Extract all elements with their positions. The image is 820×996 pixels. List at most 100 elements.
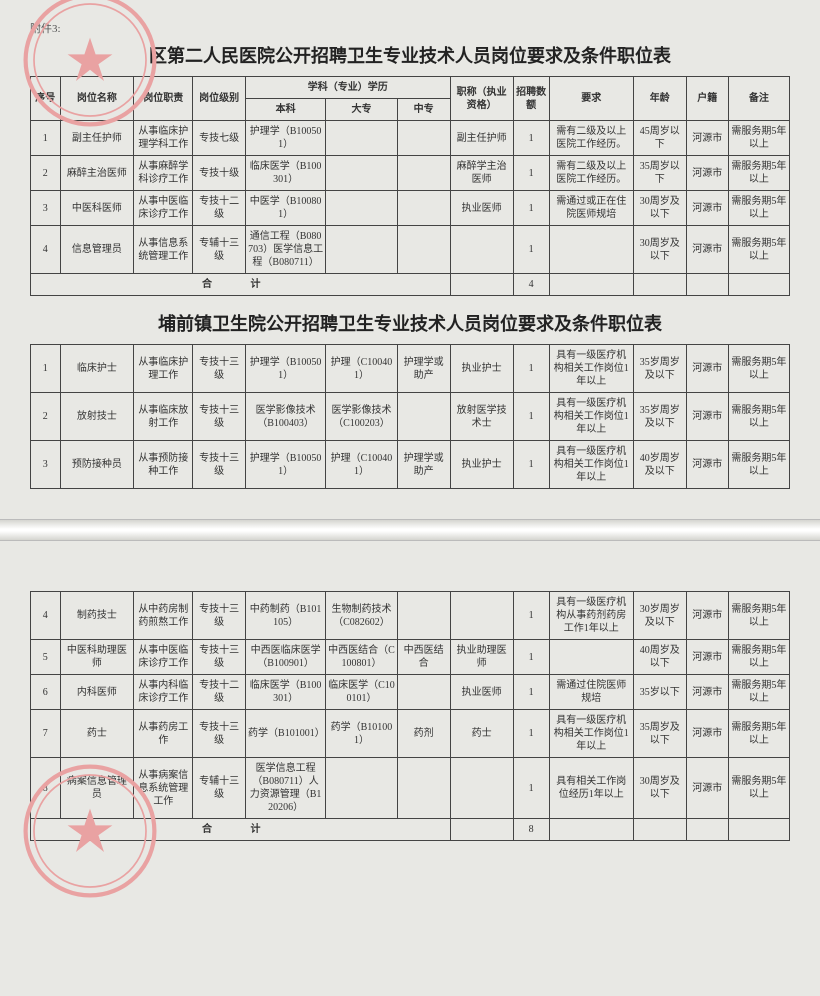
cell-name: 临床护士 — [60, 345, 134, 393]
table-row: 1副主任护师从事临床护理学科工作专技七级护理学（B100501）副主任护师1需有… — [31, 121, 790, 156]
cell-duty: 从事临床护理工作 — [134, 345, 193, 393]
table-3-total: 8 — [513, 819, 549, 841]
cell-age: 45周岁以下 — [633, 121, 686, 156]
cell-note: 需服务期5年以上 — [728, 156, 789, 191]
cell-duty: 从事药房工作 — [134, 710, 193, 758]
cell-name: 麻醉主治医师 — [60, 156, 134, 191]
cell-req: 具有一级医疗机构从事药剂药房工作1年以上 — [549, 592, 633, 640]
th-num: 招聘数额 — [513, 77, 549, 121]
cell-dz — [326, 156, 398, 191]
cell-num: 1 — [513, 226, 549, 274]
cell-qual — [450, 592, 513, 640]
table-row: 6内科医师从事内科临床诊疗工作专技十二级临床医学（B100301）临床医学（C1… — [31, 675, 790, 710]
cell-name: 病案信息管理员 — [60, 758, 134, 819]
table-1-total-row: 合 计 4 — [31, 274, 790, 296]
cell-dz: 药学（B101001） — [326, 710, 398, 758]
th-bk: 本科 — [246, 99, 326, 121]
cell-req — [549, 226, 633, 274]
cell-duty: 从事麻醉学科诊疗工作 — [134, 156, 193, 191]
cell-dz: 护理（C100401） — [326, 345, 398, 393]
cell-note: 需服务期5年以上 — [728, 191, 789, 226]
cell-hk: 河源市 — [686, 156, 728, 191]
cell-seq: 6 — [31, 675, 61, 710]
cell-level: 专技十二级 — [193, 675, 246, 710]
cell-duty: 从事病案信息系统管理工作 — [134, 758, 193, 819]
cell-qual: 执业护士 — [450, 441, 513, 489]
cell-num: 1 — [513, 121, 549, 156]
cell-seq: 5 — [31, 640, 61, 675]
table2-title: 埔前镇卫生院公开招聘卫生专业技术人员岗位要求及条件职位表 — [30, 310, 790, 336]
cell-duty: 从事中医临床诊疗工作 — [134, 191, 193, 226]
th-edu: 学科（专业）学历 — [246, 77, 451, 99]
cell-num: 1 — [513, 345, 549, 393]
cell-qual: 麻醉学主治医师 — [450, 156, 513, 191]
page-break — [0, 519, 820, 541]
cell-name: 信息管理员 — [60, 226, 134, 274]
cell-note: 需服务期5年以上 — [728, 675, 789, 710]
cell-num: 1 — [513, 592, 549, 640]
cell-dz: 中西医结合（C100801） — [326, 640, 398, 675]
cell-seq: 3 — [31, 191, 61, 226]
cell-level: 专辅十三级 — [193, 226, 246, 274]
cell-name: 内科医师 — [60, 675, 134, 710]
cell-req: 具有一级医疗机构相关工作岗位1年以上 — [549, 345, 633, 393]
cell-bk: 通信工程（B080703）医学信息工程（B080711） — [246, 226, 326, 274]
cell-hk: 河源市 — [686, 226, 728, 274]
cell-bk: 医学信息工程（B080711）人力资源管理（B120206） — [246, 758, 326, 819]
cell-zz — [397, 191, 450, 226]
cell-seq: 2 — [31, 156, 61, 191]
cell-req: 具有一级医疗机构相关工作岗位1年以上 — [549, 393, 633, 441]
cell-zz: 中西医结合 — [397, 640, 450, 675]
cell-hk: 河源市 — [686, 640, 728, 675]
cell-bk: 中医学（B100801） — [246, 191, 326, 226]
cell-age: 30周岁及以下 — [633, 191, 686, 226]
cell-qual: 药士 — [450, 710, 513, 758]
cell-duty: 从事内科临床诊疗工作 — [134, 675, 193, 710]
cell-qual: 副主任护师 — [450, 121, 513, 156]
cell-level: 专技十三级 — [193, 393, 246, 441]
table-1: 序号 岗位名称 岗位职责 岗位级别 学科（专业）学历 职称（执业资格） 招聘数额… — [30, 76, 790, 296]
cell-level: 专技十二级 — [193, 191, 246, 226]
cell-seq: 4 — [31, 592, 61, 640]
cell-dz — [326, 121, 398, 156]
cell-hk: 河源市 — [686, 592, 728, 640]
cell-hk: 河源市 — [686, 393, 728, 441]
cell-note: 需服务期5年以上 — [728, 345, 789, 393]
table-row: 7药士从事药房工作专技十三级药学（B101001）药学（B101001）药剂药士… — [31, 710, 790, 758]
cell-bk: 中药制药（B101105） — [246, 592, 326, 640]
cell-zz — [397, 758, 450, 819]
cell-num: 1 — [513, 441, 549, 489]
th-note: 备注 — [728, 77, 789, 121]
cell-level: 专技十三级 — [193, 640, 246, 675]
cell-zz — [397, 675, 450, 710]
cell-hk: 河源市 — [686, 345, 728, 393]
cell-age: 40岁周岁及以下 — [633, 441, 686, 489]
cell-dz: 医学影像技术（C100203） — [326, 393, 398, 441]
cell-qual: 放射医学技术士 — [450, 393, 513, 441]
cell-age: 30周岁及以下 — [633, 758, 686, 819]
cell-note: 需服务期5年以上 — [728, 393, 789, 441]
cell-duty: 从中药房制药煎熬工作 — [134, 592, 193, 640]
total-label: 合 计 — [31, 274, 451, 296]
cell-num: 1 — [513, 675, 549, 710]
cell-bk: 医学影像技术（B100403） — [246, 393, 326, 441]
cell-age: 35岁以下 — [633, 675, 686, 710]
cell-level: 专辅十三级 — [193, 758, 246, 819]
cell-num: 1 — [513, 191, 549, 226]
cell-note: 需服务期5年以上 — [728, 640, 789, 675]
page-1: 附件3: 区第二人民医院公开招聘卫生专业技术人员岗位要求及条件职位表 序号 岗位… — [0, 0, 820, 519]
table-1-total: 4 — [513, 274, 549, 296]
cell-req: 需有二级及以上医院工作经历。 — [549, 121, 633, 156]
table-row: 8病案信息管理员从事病案信息系统管理工作专辅十三级医学信息工程（B080711）… — [31, 758, 790, 819]
cell-zz — [397, 121, 450, 156]
cell-name: 中医科助理医师 — [60, 640, 134, 675]
cell-name: 药士 — [60, 710, 134, 758]
th-age: 年龄 — [633, 77, 686, 121]
cell-req: 需有二级及以上医院工作经历。 — [549, 156, 633, 191]
th-name: 岗位名称 — [60, 77, 134, 121]
cell-note: 需服务期5年以上 — [728, 121, 789, 156]
table-row: 4制药技士从中药房制药煎熬工作专技十三级中药制药（B101105）生物制药技术（… — [31, 592, 790, 640]
cell-zz — [397, 226, 450, 274]
cell-qual: 执业医师 — [450, 675, 513, 710]
table1-title: 区第二人民医院公开招聘卫生专业技术人员岗位要求及条件职位表 — [30, 42, 790, 68]
